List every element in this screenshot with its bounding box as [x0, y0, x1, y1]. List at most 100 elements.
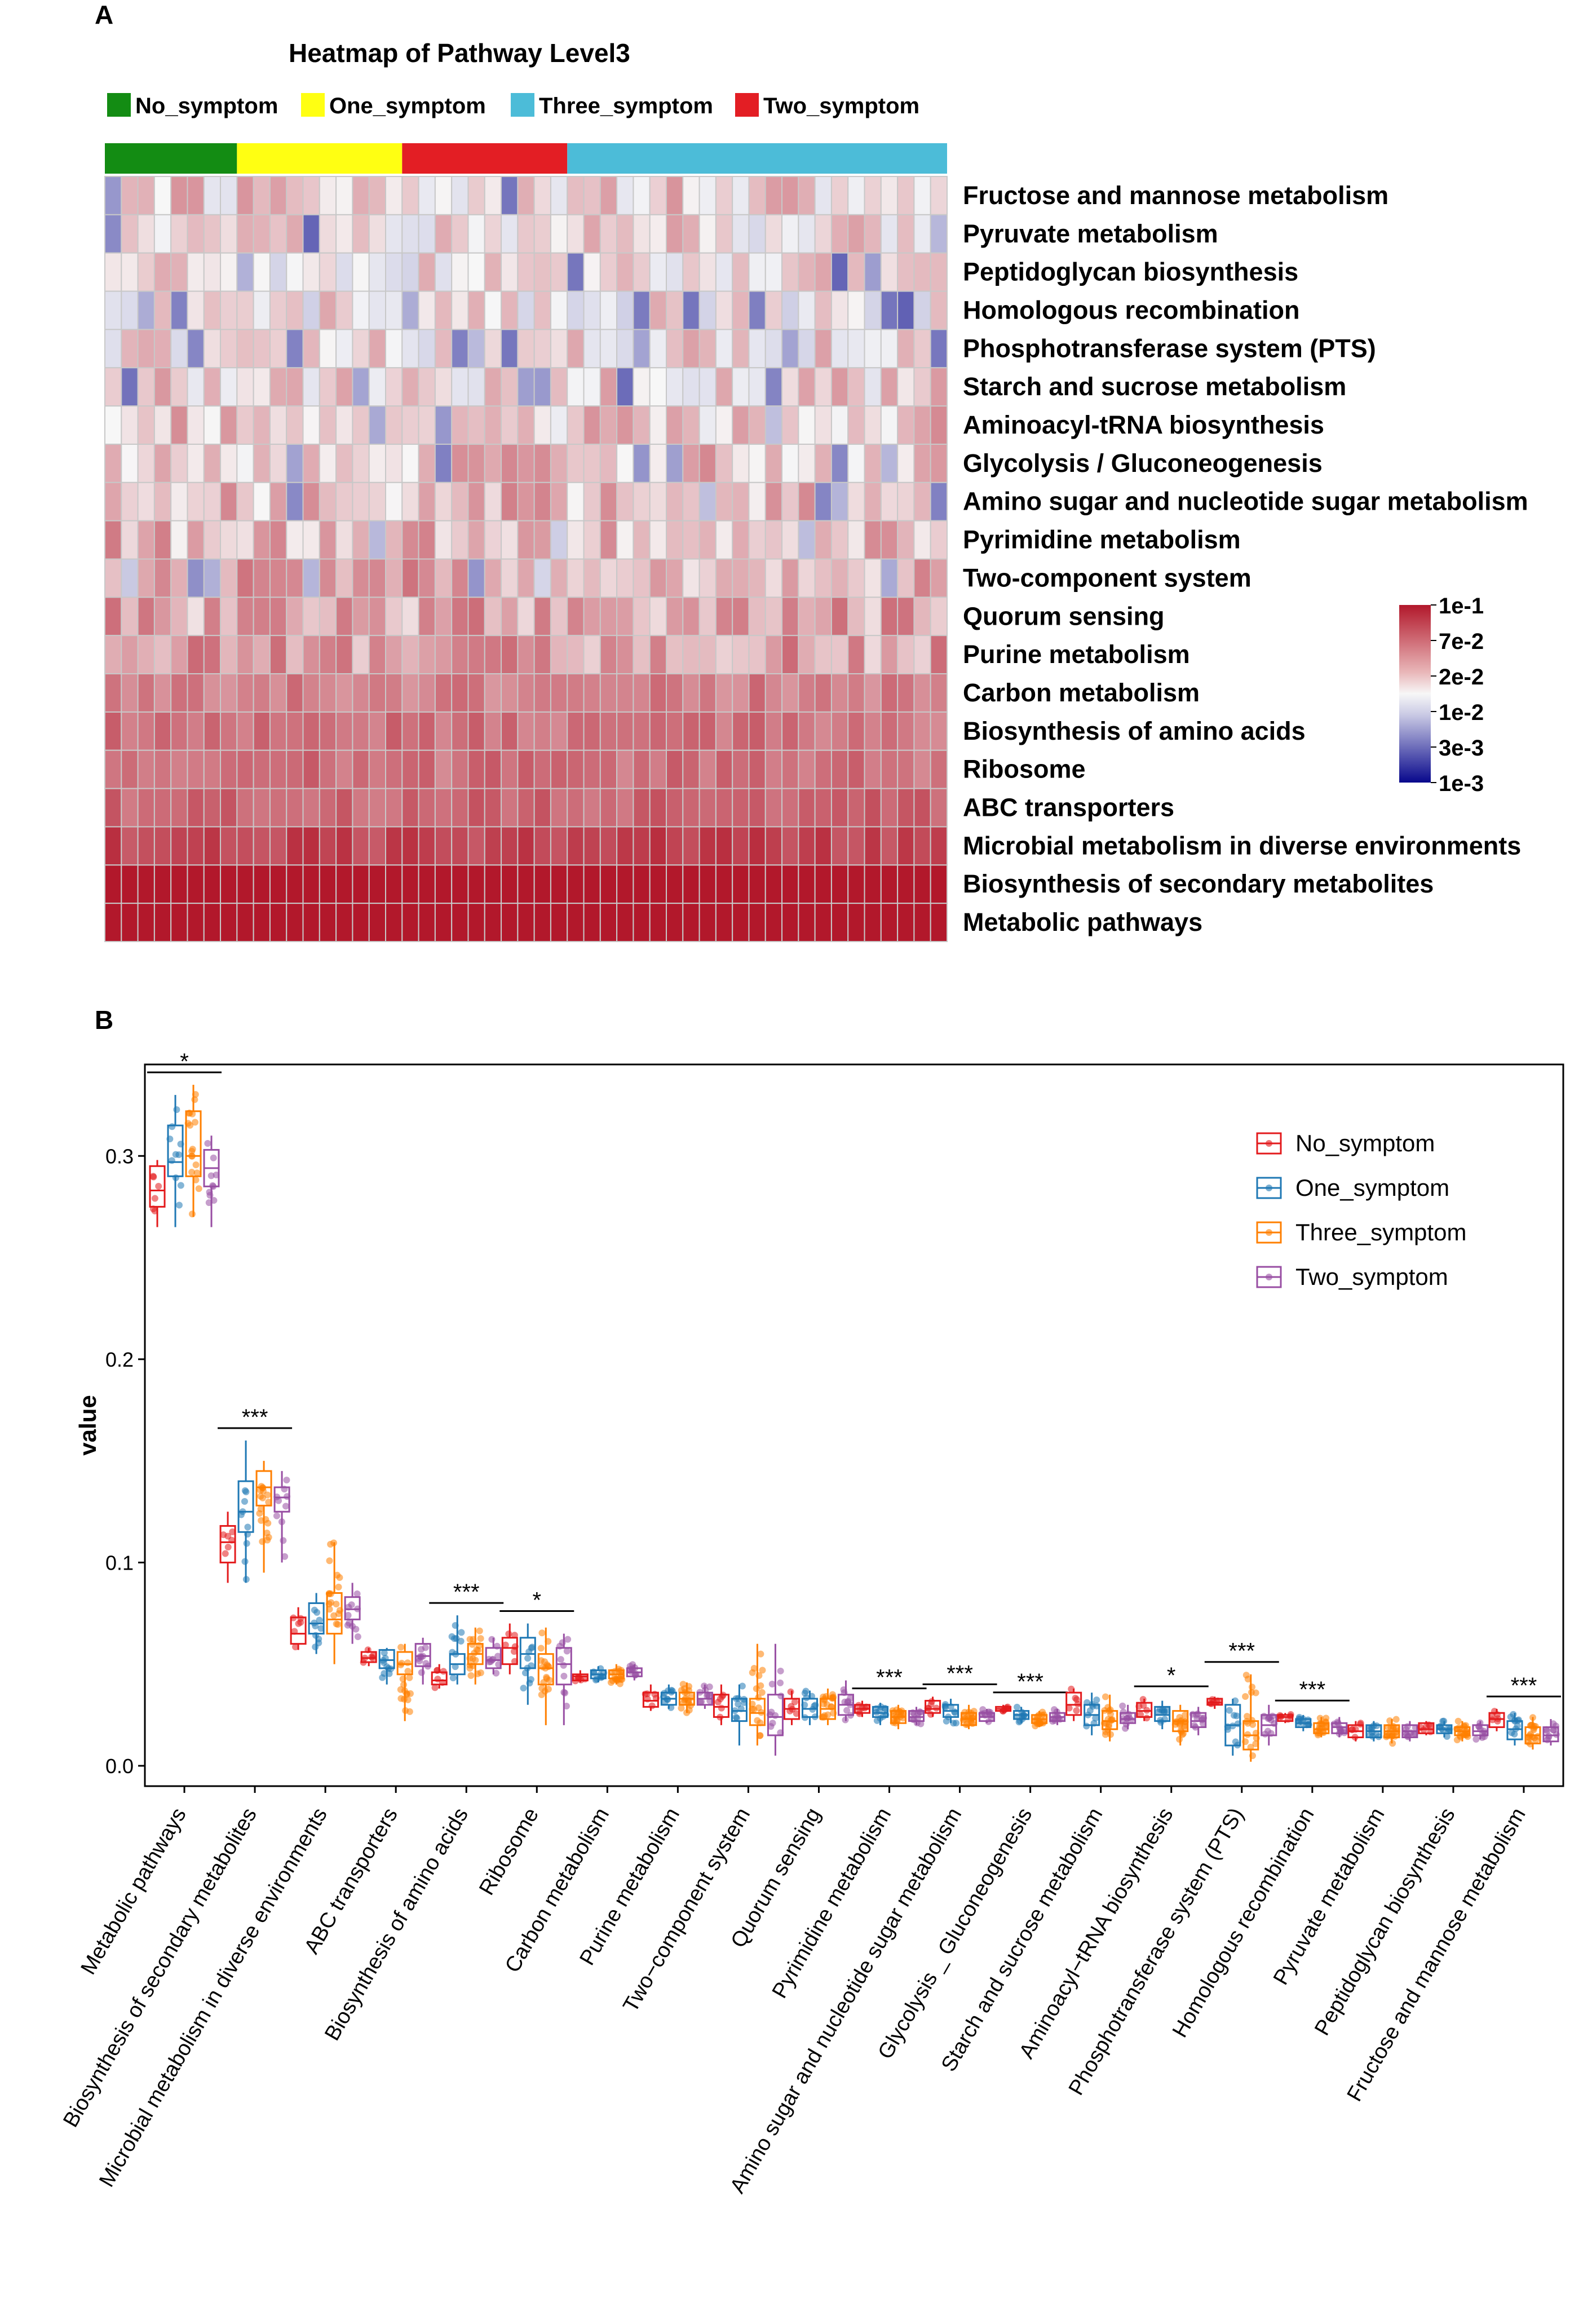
- heatmap-cell: [616, 290, 634, 330]
- heatmap-cell: [401, 635, 419, 675]
- heatmap-cell: [484, 749, 502, 789]
- heatmap-cell: [567, 481, 585, 522]
- heatmap-cell: [533, 558, 551, 598]
- heatmap-cell: [286, 214, 304, 254]
- heatmap-cell: [517, 252, 535, 292]
- heatmap-cell: [352, 214, 370, 254]
- data-point: [1524, 1734, 1532, 1741]
- data-point: [803, 1694, 810, 1702]
- heatmap-cell: [732, 749, 750, 789]
- heatmap-cell: [137, 329, 155, 369]
- heatmap-cell: [649, 635, 667, 675]
- heatmap-cell: [467, 443, 485, 483]
- heatmap-cell: [864, 405, 882, 445]
- heatmap-cell: [203, 635, 222, 675]
- heatmap-cell: [897, 520, 915, 560]
- heatmap-cell: [567, 329, 585, 369]
- data-point: [979, 1706, 987, 1713]
- heatmap-cell: [897, 252, 915, 292]
- data-point: [1226, 1707, 1233, 1714]
- heatmap-cell: [798, 367, 816, 407]
- data-point: [241, 1487, 249, 1494]
- heatmap-cell: [550, 864, 568, 904]
- heatmap-cell: [847, 903, 865, 943]
- data-point: [290, 1614, 297, 1622]
- data-point: [399, 1675, 406, 1682]
- heatmap-cell: [550, 520, 568, 560]
- heatmap-cell: [335, 749, 353, 789]
- data-point: [1102, 1728, 1109, 1735]
- data-point: [731, 1707, 738, 1715]
- heatmap-cell: [599, 443, 618, 483]
- heatmap-cell: [137, 749, 155, 789]
- heatmap-cell: [434, 176, 453, 215]
- heatmap-cell: [798, 788, 816, 828]
- heatmap-cell: [203, 597, 222, 637]
- heatmap-cell: [253, 481, 271, 522]
- heatmap-cell: [913, 329, 931, 369]
- heatmap-cell: [633, 826, 651, 866]
- data-point: [735, 1700, 742, 1708]
- heatmap-cell: [451, 558, 469, 598]
- heatmap-cell: [748, 558, 766, 598]
- heatmap-cell: [533, 252, 551, 292]
- heatmap-cell: [517, 176, 535, 215]
- heatmap-cell: [682, 367, 700, 407]
- heatmap-cell: [682, 443, 700, 483]
- heatmap-cell: [517, 597, 535, 637]
- heatmap-cell: [930, 481, 948, 522]
- heatmap-cell: [550, 214, 568, 254]
- heatmap-cell: [319, 329, 337, 369]
- heatmap-cell: [302, 711, 320, 751]
- data-point: [242, 1576, 250, 1583]
- heatmap-cell: [418, 252, 436, 292]
- heatmap-cell: [682, 329, 700, 369]
- heatmap-cell: [567, 597, 585, 637]
- heatmap-cell: [616, 176, 634, 215]
- heatmap-cell: [550, 788, 568, 828]
- heatmap-cell: [864, 558, 882, 598]
- heatmap-cell: [269, 711, 288, 751]
- heatmap-cell: [764, 903, 783, 943]
- data-point: [1139, 1696, 1147, 1703]
- data-point: [281, 1553, 289, 1560]
- heatmap-cell: [616, 443, 634, 483]
- heatmap-cell: [567, 290, 585, 330]
- heatmap-cell: [913, 864, 931, 904]
- heatmap-cell: [104, 443, 122, 483]
- heatmap-cell: [798, 673, 816, 713]
- heatmap-cell: [781, 558, 799, 598]
- data-point: [243, 1540, 250, 1547]
- heatmap-cell: [764, 864, 783, 904]
- data-point: [557, 1656, 564, 1663]
- heatmap-cell: [583, 290, 601, 330]
- heatmap-cell: [170, 635, 188, 675]
- heatmap-cell: [269, 329, 288, 369]
- heatmap-cell: [451, 443, 469, 483]
- heatmap-cell: [501, 635, 519, 675]
- heatmap-cell: [352, 597, 370, 637]
- heatmap-cell: [748, 864, 766, 904]
- data-point: [400, 1681, 408, 1689]
- heatmap-cell: [418, 788, 436, 828]
- heatmap-cell: [286, 252, 304, 292]
- heatmap-cell: [666, 788, 684, 828]
- data-point: [177, 1182, 184, 1189]
- heatmap-cell: [451, 635, 469, 675]
- heatmap-cell: [748, 826, 766, 866]
- heatmap-cell: [798, 597, 816, 637]
- heatmap-cell: [913, 635, 931, 675]
- heatmap-cell: [847, 443, 865, 483]
- heatmap-cell: [599, 788, 618, 828]
- heatmap-cell: [269, 788, 288, 828]
- heatmap-cell: [533, 290, 551, 330]
- heatmap-cell: [517, 673, 535, 713]
- heatmap-cell: [847, 329, 865, 369]
- heatmap-cell: [352, 864, 370, 904]
- heatmap-cell: [137, 788, 155, 828]
- data-point: [397, 1661, 404, 1668]
- heatmap-cell: [748, 405, 766, 445]
- annotation-three_symptom: [567, 143, 947, 174]
- x-tick-label: Peptidoglycan biosynthesis: [1310, 1804, 1460, 2040]
- heatmap-cell: [583, 176, 601, 215]
